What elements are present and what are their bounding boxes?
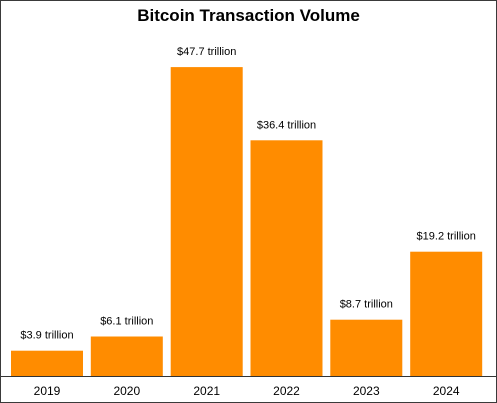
bar-2019	[11, 350, 83, 376]
bar-2022	[250, 140, 323, 376]
bar-2021	[170, 67, 243, 376]
bar-2020	[90, 336, 163, 376]
data-label-2023: $8.7 trillion	[340, 299, 393, 311]
x-tick-label-2020: 2020	[113, 384, 140, 398]
chart-title: Bitcoin Transaction Volume	[137, 6, 360, 25]
data-label-2021: $47.7 trillion	[177, 46, 236, 58]
x-tick-label-2024: 2024	[433, 384, 460, 398]
x-tick-label-2021: 2021	[193, 384, 220, 398]
bar-2023	[330, 319, 403, 376]
data-label-2024: $19.2 trillion	[417, 231, 476, 243]
x-tick-label-2019: 2019	[34, 384, 61, 398]
x-tick-label-2023: 2023	[353, 384, 380, 398]
x-tick-label-2022: 2022	[273, 384, 300, 398]
data-label-2022: $36.4 trillion	[257, 119, 316, 131]
bar-2024	[410, 251, 483, 376]
data-label-2019: $3.9 trillion	[20, 330, 73, 342]
data-label-2020: $6.1 trillion	[100, 316, 153, 328]
